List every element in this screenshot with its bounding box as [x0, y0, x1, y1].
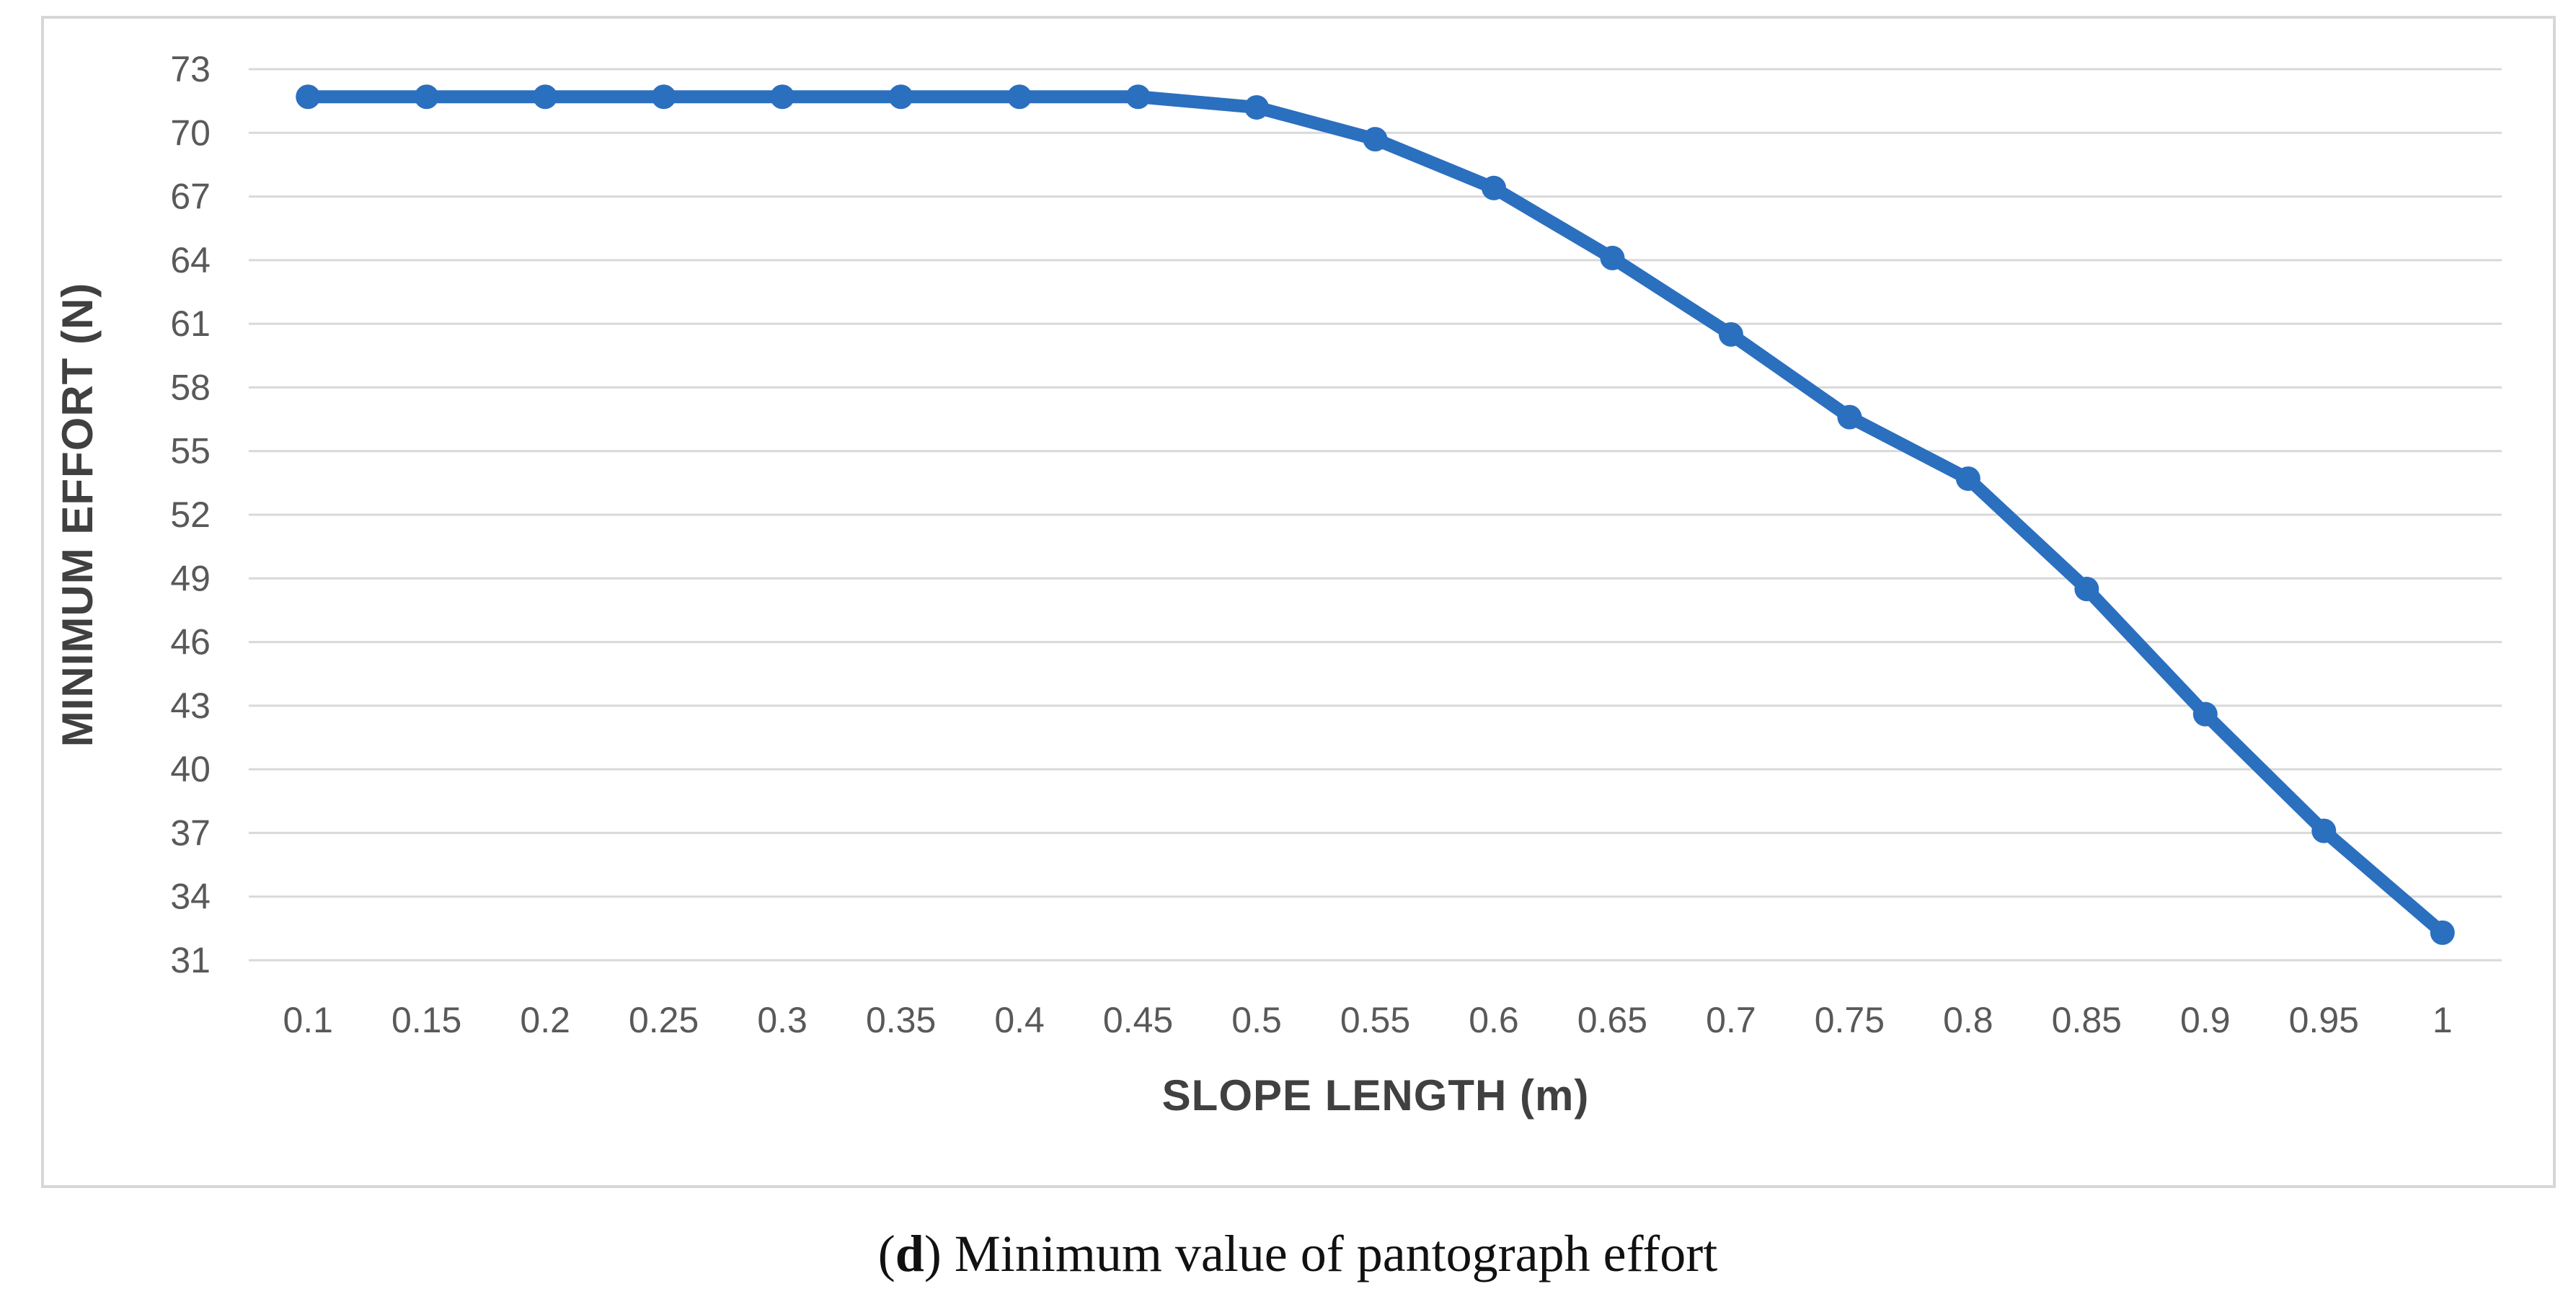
data-point-marker — [2311, 818, 2337, 843]
x-tick-label: 0.15 — [391, 1000, 461, 1040]
y-tick-label: 70 — [170, 112, 211, 153]
caption-paren-open: ( — [877, 1225, 895, 1282]
caption-label: d — [895, 1225, 924, 1282]
x-tick-label: 0.55 — [1340, 1000, 1410, 1040]
x-tick-label: 0.5 — [1231, 1000, 1282, 1040]
data-point-marker — [1007, 84, 1032, 110]
y-axis-title: MINIMUM EFFORT (N) — [53, 283, 102, 748]
x-tick-label: 0.35 — [866, 1000, 936, 1040]
data-point-marker — [770, 84, 795, 110]
x-tick-label: 0.6 — [1469, 1000, 1519, 1040]
data-point-marker — [2192, 701, 2218, 727]
y-axis-tick-labels: 31 34 37 40 43 46 49 52 55 58 61 64 67 70 73 — [170, 49, 211, 980]
data-point-marker — [414, 84, 439, 110]
x-axis-title: SLOPE LENGTH (m) — [1162, 1071, 1590, 1120]
x-tick-label: 0.65 — [1577, 1000, 1647, 1040]
data-point-marker — [1955, 466, 1980, 491]
x-tick-label: 0.3 — [757, 1000, 807, 1040]
data-point-marker — [1718, 322, 1743, 347]
series-group — [296, 84, 2455, 945]
data-point-marker — [1837, 404, 1862, 430]
x-tick-label: 0.1 — [283, 1000, 333, 1040]
figure-caption: (d) Minimum value of pantograph effort — [41, 1224, 2554, 1284]
x-tick-label: 0.95 — [2289, 1000, 2359, 1040]
x-tick-label: 0.25 — [629, 1000, 699, 1040]
x-tick-label: 0.2 — [520, 1000, 570, 1040]
x-tick-label: 0.75 — [1815, 1000, 1885, 1040]
data-point-marker — [1244, 94, 1270, 120]
data-point-marker — [651, 84, 676, 110]
y-tick-label: 61 — [170, 304, 211, 344]
y-tick-label: 37 — [170, 812, 211, 853]
x-tick-label: 0.8 — [1943, 1000, 1993, 1040]
y-tick-label: 55 — [170, 431, 211, 471]
x-axis-tick-labels: 0.1 0.15 0.2 0.25 0.3 0.35 0.4 0.45 0.5 0.55 0.6 0.… — [283, 1000, 2452, 1040]
y-tick-label: 46 — [170, 622, 211, 663]
x-tick-label: 0.4 — [994, 1000, 1045, 1040]
y-tick-label: 67 — [170, 177, 211, 217]
y-tick-label: 43 — [170, 686, 211, 726]
y-tick-label: 40 — [170, 749, 211, 789]
x-tick-label: 0.85 — [2052, 1000, 2122, 1040]
data-point-marker — [1363, 127, 1388, 152]
y-tick-label: 64 — [170, 240, 211, 280]
x-tick-label: 0.9 — [2180, 1000, 2231, 1040]
y-tick-label: 34 — [170, 877, 211, 917]
figure-panel-border — [41, 16, 2556, 1188]
data-point-marker — [2430, 920, 2455, 945]
y-tick-label: 31 — [170, 940, 211, 980]
x-tick-label: 0.7 — [1706, 1000, 1756, 1040]
data-point-marker — [1125, 84, 1151, 110]
y-tick-label: 52 — [170, 495, 211, 535]
y-tick-label: 58 — [170, 367, 211, 407]
data-point-marker — [1600, 245, 1625, 270]
data-point-marker — [888, 84, 913, 110]
data-point-marker — [1481, 175, 1506, 200]
x-tick-label: 1 — [2433, 1000, 2453, 1040]
y-tick-label: 73 — [170, 49, 211, 89]
data-point-marker — [2074, 577, 2099, 601]
gridlines-group — [249, 68, 2502, 962]
data-point-marker — [296, 84, 321, 110]
data-point-marker — [533, 84, 558, 110]
caption-text: ) Minimum value of pantograph effort — [924, 1225, 1718, 1282]
y-tick-label: 49 — [170, 558, 211, 598]
x-tick-label: 0.45 — [1103, 1000, 1173, 1040]
